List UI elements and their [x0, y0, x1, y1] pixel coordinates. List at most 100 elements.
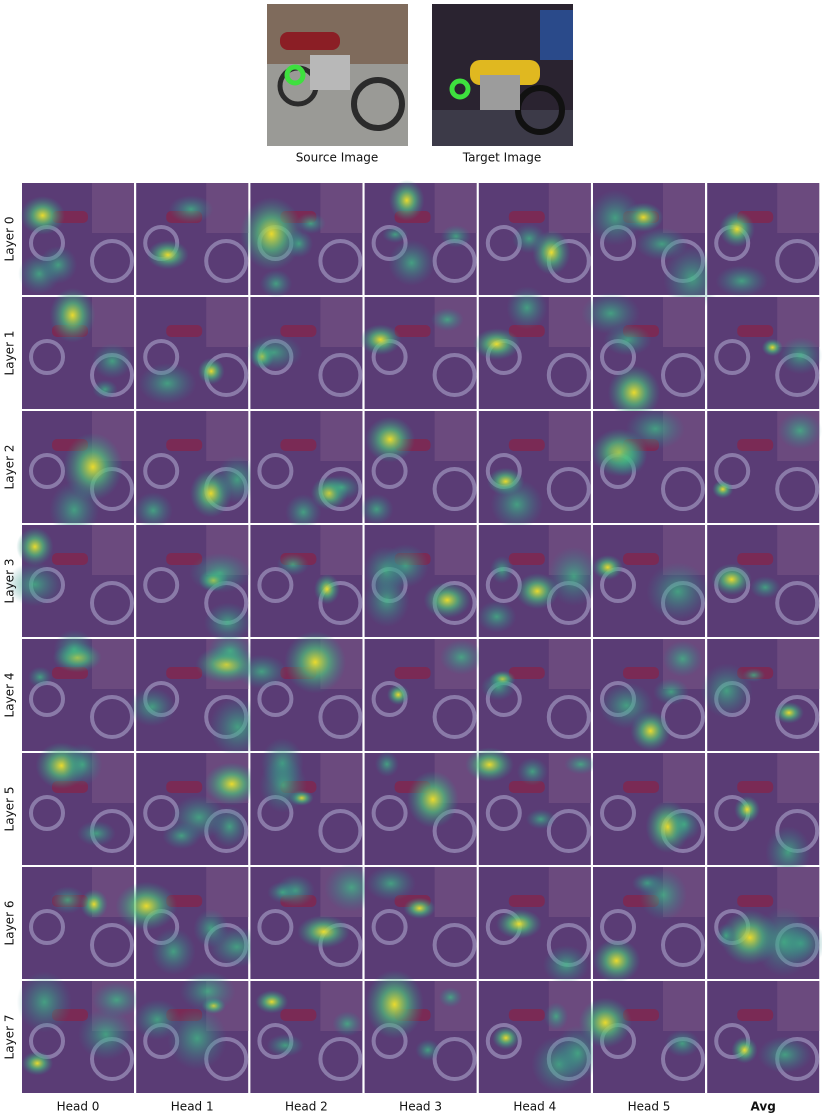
wheel	[318, 239, 363, 283]
wall	[777, 525, 820, 575]
wall	[434, 525, 477, 575]
heatmap-cell	[593, 753, 705, 865]
heat-blob	[667, 807, 701, 842]
heat-blob	[115, 881, 178, 931]
heatmap-cell	[581, 292, 705, 420]
heat-blob	[592, 938, 641, 983]
wall	[434, 867, 477, 917]
row-label: Layer 2	[3, 445, 17, 490]
heat-blob	[259, 269, 293, 298]
heatmap-cell	[18, 183, 134, 295]
heatmap-cell	[465, 747, 598, 865]
heat-blob	[49, 287, 96, 343]
heat-blob	[314, 573, 340, 605]
heat-blob	[754, 907, 814, 977]
heat-blob	[255, 990, 289, 1014]
wheel	[318, 809, 363, 853]
heatmap-cell	[250, 981, 363, 1093]
heatmap-cell	[364, 179, 477, 295]
heat-blob	[207, 633, 253, 669]
heatmap-cell	[136, 183, 249, 295]
heat-blob	[240, 197, 303, 271]
heatmap-cell	[478, 183, 591, 295]
wheel	[318, 695, 363, 739]
wall	[663, 753, 705, 803]
row-label: Layer 7	[3, 1015, 17, 1060]
heatmap-cell	[707, 183, 820, 297]
column-label: Head 2	[285, 1100, 328, 1114]
heat-blob	[439, 639, 483, 675]
heatmap-cell	[707, 411, 822, 523]
wheel	[29, 339, 65, 375]
heat-blob	[423, 582, 471, 619]
wall	[92, 297, 134, 347]
tank	[737, 439, 774, 451]
heat-blob	[295, 212, 326, 234]
wheel	[371, 795, 408, 831]
heat-blob	[543, 1002, 569, 1031]
tank	[508, 667, 545, 679]
wheel	[204, 239, 249, 283]
wheel	[600, 795, 636, 831]
heatmap-cell	[707, 981, 820, 1093]
heat-blob	[171, 795, 227, 840]
wall	[548, 411, 591, 461]
tank	[737, 781, 774, 793]
wheel	[318, 1037, 363, 1081]
wheel	[29, 909, 65, 945]
tank	[280, 439, 317, 451]
heatmap-cell	[240, 183, 363, 298]
wall	[548, 639, 591, 689]
heat-blob	[715, 923, 737, 948]
wheel	[371, 909, 408, 945]
heat-blob	[653, 678, 689, 706]
heat-blob	[49, 481, 100, 539]
heat-blob	[5, 562, 64, 607]
heat-blob	[259, 757, 307, 813]
heatmap-cell	[22, 742, 134, 865]
wheel	[661, 467, 705, 511]
heat-blob	[146, 240, 189, 270]
wheel	[90, 581, 134, 625]
wheel	[257, 567, 294, 603]
heatmap-cell	[592, 867, 705, 983]
heatmap-cell	[16, 971, 142, 1093]
row-label: Layer 1	[3, 331, 17, 376]
heat-blob	[742, 668, 766, 682]
heat-blob	[359, 324, 402, 356]
heat-blob	[578, 997, 632, 1048]
heat-blob	[365, 969, 424, 1039]
heat-blob	[765, 826, 811, 878]
heat-blob	[489, 556, 514, 584]
heat-blob	[430, 308, 464, 332]
wall	[434, 411, 477, 461]
tank	[737, 895, 774, 907]
tank	[166, 781, 203, 793]
heat-blob	[731, 1036, 758, 1064]
heatmap-cell	[591, 408, 705, 523]
heat-blob	[359, 493, 394, 525]
wall	[548, 867, 591, 917]
heat-blob	[363, 546, 409, 596]
heat-blob	[757, 1036, 812, 1073]
heatmap-cell	[245, 297, 363, 409]
wall	[92, 183, 134, 233]
heat-blob	[516, 757, 548, 786]
row-label: Layer 5	[3, 787, 17, 832]
heat-blob	[138, 362, 197, 404]
heatmap-cell	[359, 411, 477, 525]
heatmap-cell	[707, 867, 822, 979]
heat-blob	[403, 897, 436, 919]
heatmap-cell	[707, 525, 820, 637]
column-label: Head 0	[57, 1100, 100, 1114]
wheel	[485, 1023, 522, 1059]
heatmap-cell	[364, 751, 477, 865]
heat-blob	[189, 552, 251, 593]
heat-blob	[774, 701, 804, 724]
tank	[166, 667, 203, 679]
heat-blob	[511, 223, 547, 254]
heat-blob	[492, 1026, 520, 1050]
heat-blob	[477, 600, 517, 633]
heat-blob	[415, 1039, 441, 1061]
heatmap-cell	[478, 639, 591, 751]
